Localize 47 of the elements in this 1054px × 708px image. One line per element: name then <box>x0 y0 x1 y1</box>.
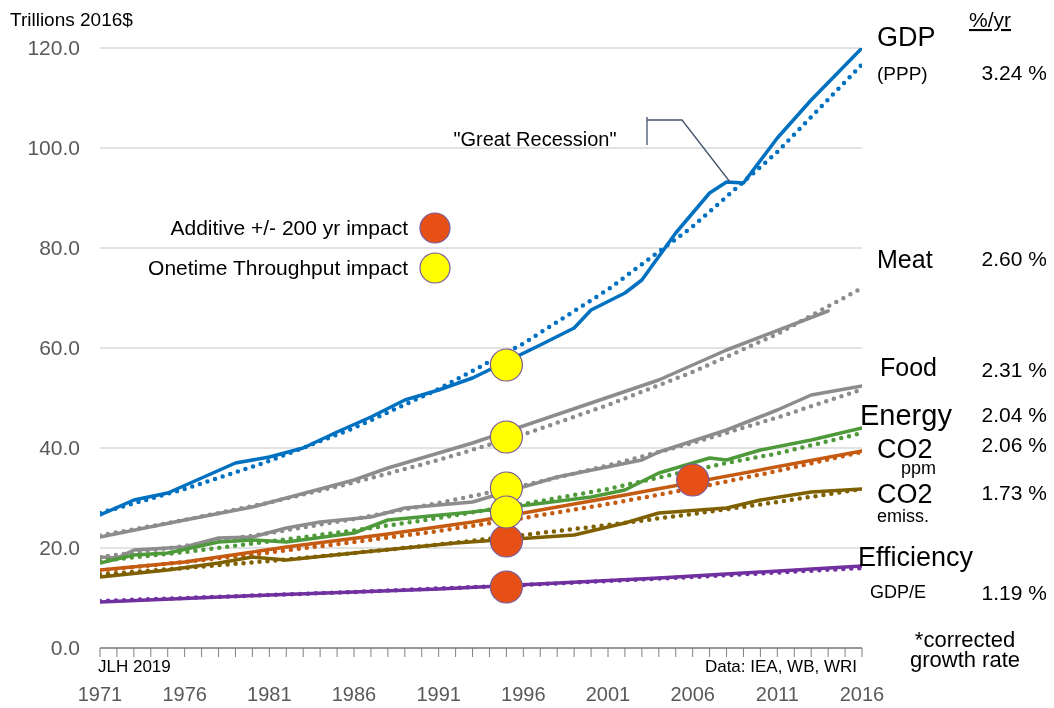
annotation: "Great Recession" <box>453 128 617 150</box>
text: 1.19 % <box>981 581 1047 604</box>
text: *corrected growth rate <box>909 627 1021 672</box>
series-label: CO2 <box>877 479 933 509</box>
series-label: Efficiency <box>858 542 974 572</box>
x-tick-label: 1981 <box>247 683 292 706</box>
legend-label: Additive +/- 200 yr impact <box>170 216 408 240</box>
text: 2.31 % <box>981 358 1047 381</box>
x-tick-label: 1971 <box>77 683 123 706</box>
y-tick-label: 100.0 <box>27 136 80 160</box>
point <box>489 495 523 529</box>
x-tick-label: 1986 <box>331 683 377 706</box>
x-tick-label: 1991 <box>416 683 461 706</box>
point <box>676 463 710 497</box>
x-tick-label: 1976 <box>162 683 207 706</box>
x-tick-label: 2016 <box>839 683 885 706</box>
point <box>489 348 523 382</box>
text: 3.24 % <box>981 61 1047 84</box>
point <box>489 570 523 604</box>
text: 2.06 % <box>981 433 1047 456</box>
point <box>489 420 523 454</box>
text: Data: IEA, WB, WRI <box>704 657 857 676</box>
series-label: GDP <box>877 22 936 52</box>
y-tick-label: 0.0 <box>50 636 80 660</box>
text: 1.73 % <box>981 481 1047 504</box>
text: 2.60 % <box>981 247 1047 270</box>
text: JLH 2019 <box>98 657 171 676</box>
x-tick-label: 2001 <box>585 683 631 706</box>
series-label: Energy <box>860 399 953 431</box>
x-tick-label: 2011 <box>755 683 799 706</box>
y-tick-label: 80.0 <box>39 236 80 260</box>
y-tick-label: 120.0 <box>27 36 80 60</box>
text: emiss. <box>877 506 930 526</box>
text: %/yr <box>969 8 1012 31</box>
point <box>489 524 523 558</box>
text: GDP/E <box>870 582 927 602</box>
x-tick-label: 1996 <box>501 683 546 706</box>
text: Meat <box>877 245 933 273</box>
text: (PPP) <box>877 63 928 84</box>
y-axis-title: Trillions 2016$ <box>10 9 134 30</box>
y-tick-label: 20.0 <box>39 536 80 560</box>
text: 2.04 % <box>981 403 1047 426</box>
y-tick-label: 60.0 <box>39 336 80 360</box>
x-tick-label: 2006 <box>670 683 715 706</box>
legend-label: Onetime Throughput impact <box>148 256 408 280</box>
series-label: Food <box>880 353 937 381</box>
y-tick-label: 40.0 <box>39 436 80 460</box>
